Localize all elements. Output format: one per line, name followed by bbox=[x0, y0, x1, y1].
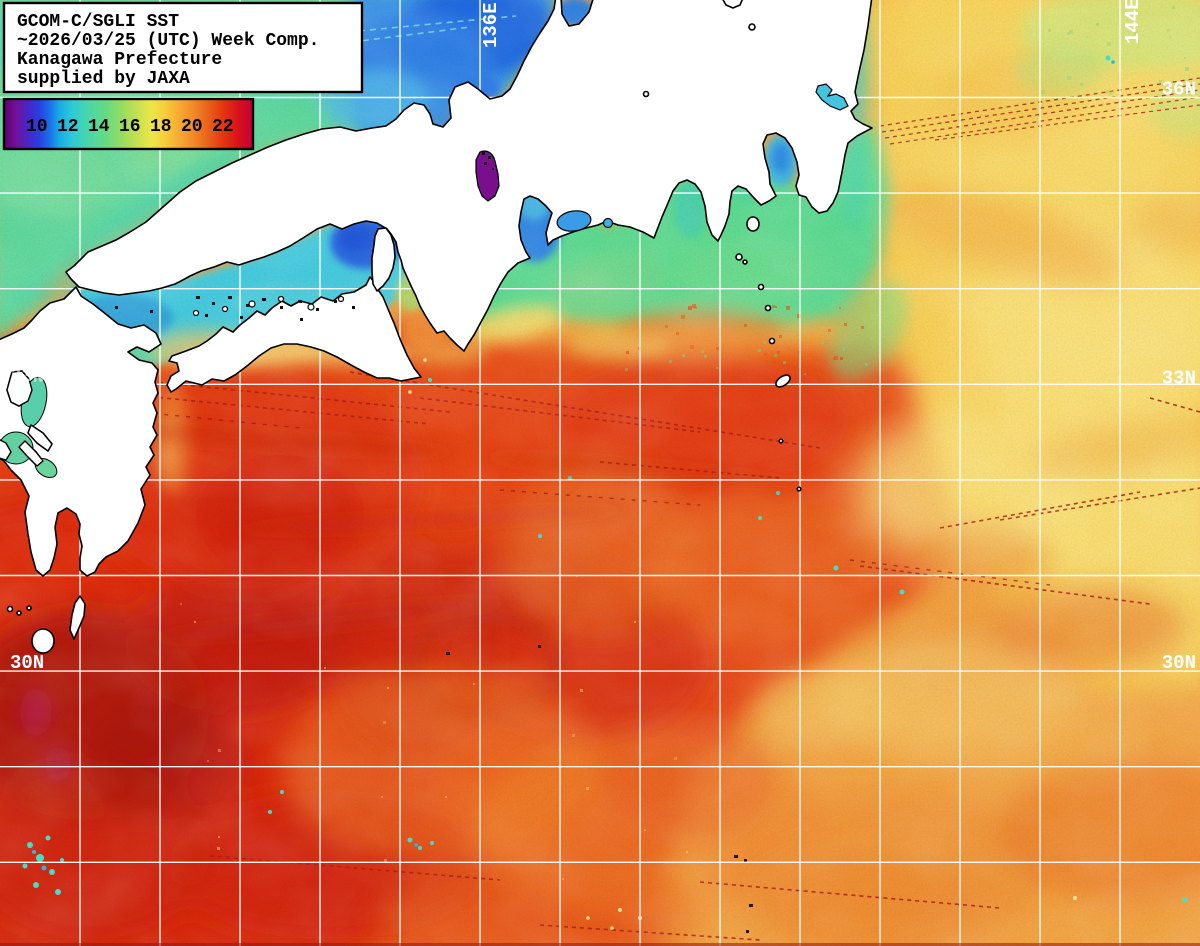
svg-text:20: 20 bbox=[181, 117, 203, 137]
svg-text:30N: 30N bbox=[1162, 652, 1196, 674]
svg-text:22: 22 bbox=[212, 117, 234, 137]
svg-text:16: 16 bbox=[119, 117, 141, 137]
svg-text:18: 18 bbox=[150, 117, 172, 137]
svg-text:33N: 33N bbox=[1162, 368, 1196, 390]
svg-text:supplied by JAXA: supplied by JAXA bbox=[17, 69, 190, 89]
svg-text:Kanagawa Prefecture: Kanagawa Prefecture bbox=[17, 50, 222, 70]
svg-text:12: 12 bbox=[57, 117, 79, 137]
svg-text:~2026/03/25 (UTC) Week Comp.: ~2026/03/25 (UTC) Week Comp. bbox=[17, 31, 319, 51]
svg-text:10: 10 bbox=[26, 117, 48, 137]
svg-text:36N: 36N bbox=[1162, 79, 1196, 101]
svg-text:136E: 136E bbox=[480, 2, 502, 48]
svg-text:33N: 33N bbox=[10, 366, 44, 388]
svg-text:14: 14 bbox=[88, 117, 110, 137]
svg-text:30N: 30N bbox=[10, 652, 44, 674]
svg-text:GCOM-C/SGLI SST: GCOM-C/SGLI SST bbox=[17, 12, 179, 32]
svg-text:144E: 144E bbox=[1122, 0, 1144, 44]
